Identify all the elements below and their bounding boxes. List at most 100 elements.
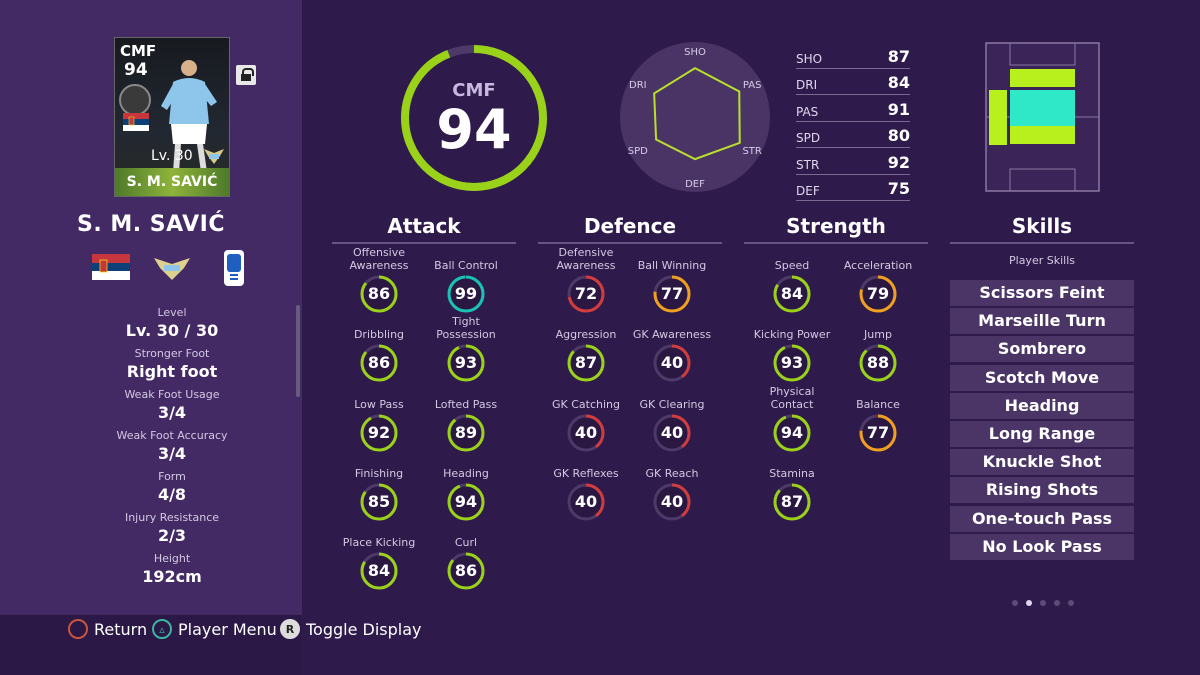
rating-position: CMF: [452, 80, 496, 101]
stat-value: 40: [660, 423, 684, 442]
bottom-bar: [0, 615, 302, 675]
stat-ring: 72: [566, 274, 606, 314]
stat-balance: Balance 77: [833, 383, 923, 453]
summary-key: DRI: [796, 78, 818, 92]
stat-ring: 89: [446, 413, 486, 453]
stat-ring: 87: [772, 482, 812, 522]
info-weak-foot-accuracy: Weak Foot Accuracy 3/4: [42, 429, 302, 470]
summary-value: 87: [887, 46, 910, 66]
stat-jump: Jump 88: [833, 313, 923, 383]
stat-value: 87: [780, 492, 804, 511]
skill-item[interactable]: Rising Shots: [950, 477, 1134, 504]
radar-label: PAS: [743, 80, 762, 91]
summary-value: 80: [887, 126, 910, 145]
skill-item[interactable]: Heading: [950, 392, 1134, 419]
stat-ring: 92: [359, 413, 399, 453]
stat-value: 84: [367, 561, 391, 580]
stat-label: Defensive Awareness: [556, 246, 616, 272]
lock-icon[interactable]: [236, 65, 256, 85]
stat-gk-catching: GK Catching 40: [541, 383, 631, 453]
stat-ring: 86: [359, 274, 399, 314]
stat-label: Stamina: [769, 467, 815, 480]
info-label: Weak Foot Accuracy: [116, 429, 228, 442]
stat-value: 40: [574, 423, 598, 442]
stat-value: 99: [454, 284, 478, 303]
summary-key: PAS: [796, 104, 819, 119]
stat-value: 86: [454, 561, 478, 580]
stat-kicking-power: Kicking Power 93: [747, 313, 837, 383]
stat-ring: 77: [652, 274, 692, 314]
player-menu-control[interactable]: ▵ Player Menu: [152, 619, 277, 639]
stat-value: 88: [866, 353, 890, 372]
page-indicator[interactable]: [1012, 600, 1074, 606]
stat-label: Place Kicking: [342, 536, 416, 549]
radar-label: SHO: [684, 47, 706, 58]
skill-item[interactable]: One-touch Pass: [950, 505, 1134, 532]
stat-label: Tight Possession: [436, 315, 496, 341]
info-level: Level Lv. 30 / 30: [42, 306, 302, 347]
skill-item[interactable]: Long Range Shooting: [950, 421, 1134, 469]
attack-title: Attack: [332, 214, 516, 244]
stat-value: 87: [574, 353, 598, 372]
stat-label: GK Reflexes: [553, 467, 619, 480]
strength-title: Strength: [744, 214, 928, 244]
stat-label: GK Catching: [552, 398, 620, 411]
stat-label: GK Awareness: [632, 328, 712, 341]
stat-value: 40: [660, 492, 684, 511]
info-value: 4/8: [157, 485, 187, 504]
info-stronger-foot: Stronger Foot Right foot: [42, 347, 302, 388]
return-control[interactable]: Return: [68, 619, 147, 639]
summary-row: SPD 80: [796, 122, 910, 148]
triangle-button-icon: ▵: [152, 619, 172, 639]
skill-item[interactable]: Knuckle Shot: [950, 449, 1134, 476]
stat-gk-awareness: GK Awareness 40: [627, 313, 717, 383]
summary-row: PAS 91: [796, 95, 910, 122]
stat-value: 77: [866, 423, 890, 442]
summary-key: DEF: [796, 184, 820, 198]
summary-row: DRI 84: [796, 69, 910, 95]
stat-value: 93: [780, 353, 804, 372]
info-label: Height: [153, 552, 191, 565]
stat-value: 77: [660, 284, 684, 303]
summary-value: 84: [887, 73, 910, 92]
radar-label: SPD: [628, 146, 648, 157]
stat-label: Ball Control: [434, 259, 498, 272]
skill-item[interactable]: Scotch Move: [950, 364, 1134, 391]
radar-label: STR: [742, 146, 761, 157]
toggle-display-control[interactable]: R Toggle Display: [280, 619, 422, 639]
radar-polygon: [653, 66, 741, 161]
summary-key: SHO: [796, 51, 823, 66]
stat-ball-winning: Ball Winning 77: [627, 244, 717, 314]
stat-label: Lofted Pass: [434, 398, 498, 411]
stat-label: Finishing: [354, 467, 404, 480]
stat-label: Speed: [774, 259, 810, 272]
skill-item[interactable]: Sombrero: [950, 336, 1134, 363]
info-label: Injury Resistance: [124, 511, 220, 524]
stat-label: Jump: [864, 328, 892, 341]
stat-gk-reflexes: GK Reflexes 40: [541, 452, 631, 522]
serbia-flag-icon: [123, 113, 149, 131]
stat-offensive-awareness: Offensive Awareness 86: [334, 244, 424, 314]
summary-key: SPD: [796, 131, 821, 145]
player-image: [161, 60, 217, 172]
r-button-icon: R: [280, 619, 300, 639]
info-label: Stronger Foot: [134, 347, 210, 360]
card-level: Lv. 30: [151, 148, 193, 164]
stat-label: Aggression: [555, 328, 617, 341]
skill-item[interactable]: No Look Pass: [950, 533, 1134, 560]
stat-ring: 84: [772, 274, 812, 314]
skill-item[interactable]: Marseille Turn: [950, 308, 1134, 335]
stat-label: Kicking Power: [753, 328, 831, 341]
stat-curl: Curl 86: [421, 521, 511, 591]
stat-label: Physical Contact: [769, 385, 815, 411]
info-scrollbar[interactable]: [296, 305, 300, 397]
stat-label: GK Reach: [645, 467, 699, 480]
info-form: Form 4/8: [42, 470, 302, 511]
stat-value: 94: [454, 492, 478, 511]
stat-label: Heading: [443, 467, 489, 480]
summary-value: 92: [887, 152, 910, 172]
summary-key: STR: [796, 157, 820, 172]
stat-value: 89: [454, 423, 478, 442]
skill-item[interactable]: Scissors Feint: [950, 280, 1134, 306]
info-value: 2/3: [157, 526, 187, 545]
